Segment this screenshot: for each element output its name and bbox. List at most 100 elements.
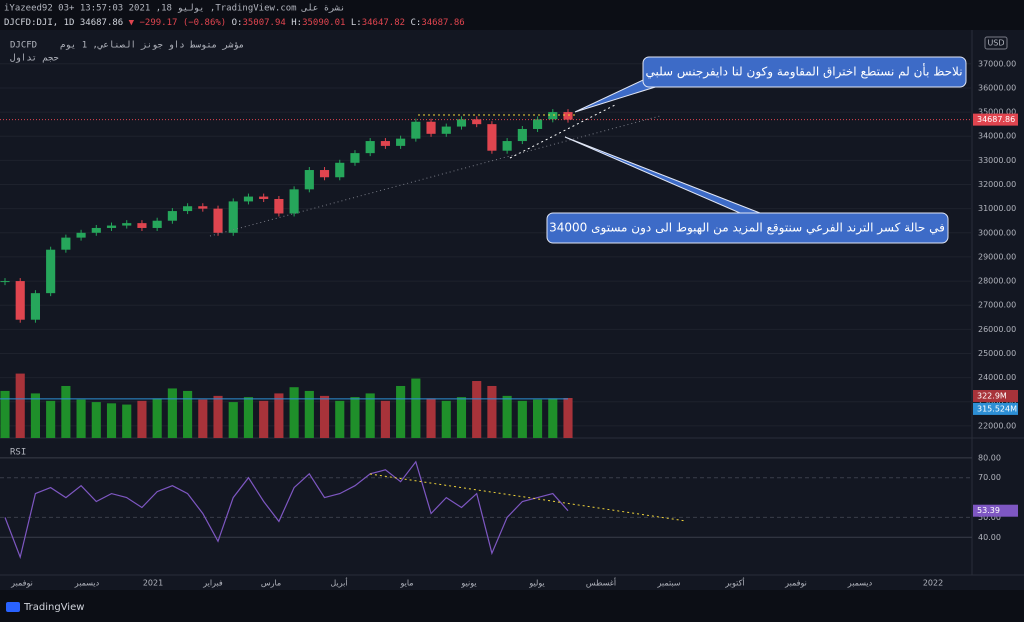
x-tick-label: سبتمبر (657, 579, 681, 588)
change: −299.17 (−0.86%) (140, 18, 227, 28)
rsi-line (4, 460, 569, 560)
volume-bar (350, 397, 360, 438)
candle-body (259, 196, 269, 199)
legend-name: مؤشر متوسط داو جونز الصناعي, 1 يوم (60, 41, 244, 51)
candle-body (76, 232, 86, 238)
candle-body (137, 223, 147, 228)
y-tick-label: 35000.00 (978, 108, 1016, 117)
symbol: DJCFD:DJI, 1D (4, 18, 74, 28)
candle-body (228, 201, 238, 233)
open: 35007.94 (242, 18, 285, 28)
x-tick-label: نوفمبر (10, 579, 33, 588)
publish-info: iYazeed92 03+ 13:57:03 2021 ,18 يوليو ,T… (4, 4, 345, 14)
x-tick-label: فبراير (202, 579, 223, 588)
volume-bar (243, 397, 254, 438)
candle-body (15, 281, 25, 320)
volume-bar (411, 378, 421, 438)
volume-bar (152, 398, 162, 438)
candle-body (441, 126, 451, 134)
volume-bar (319, 395, 330, 438)
volume-bar (472, 381, 482, 438)
legend-symbol: DJCFD (10, 41, 37, 51)
volume-bar (380, 400, 390, 438)
rsi-label: RSI (10, 448, 26, 458)
currency-box (984, 36, 1008, 50)
x-tick-label: مايو (399, 579, 413, 588)
x-tick-label: أكتوبر (724, 578, 744, 588)
y-tick-label: 27000.00 (978, 301, 1016, 310)
candle-body (563, 112, 573, 120)
volume-bar (365, 393, 375, 438)
price-badge (973, 504, 1018, 517)
volume-bar (304, 390, 314, 438)
candle-body (243, 196, 254, 202)
candle-body (426, 121, 436, 134)
candle-body (304, 170, 314, 190)
logo: TradingView (23, 602, 84, 613)
x-tick-label: 2022 (923, 579, 943, 588)
annotation-box (546, 212, 949, 244)
volume-bar (76, 399, 86, 438)
volume-bar (533, 399, 543, 438)
x-tick-label: 2021 (143, 579, 163, 588)
candle-body (319, 170, 330, 178)
price-badge-label: 315.524M (977, 404, 1017, 413)
y-tick-label: 26000.00 (978, 325, 1016, 334)
y-tick-label: 70.00 (978, 473, 1001, 482)
volume-bar (228, 402, 238, 438)
legend-volume: حجم تداول (10, 54, 59, 64)
candle-body (365, 141, 375, 154)
y-tick-label: 32000.00 (978, 180, 1016, 189)
candle-body (274, 198, 284, 214)
candle-body (350, 153, 360, 163)
candle-body (0, 281, 10, 283)
y-tick-label: 24000.00 (978, 373, 1016, 382)
candle-body (106, 225, 117, 228)
y-tick-label: 34000.00 (978, 132, 1016, 141)
volume-bar (167, 388, 177, 438)
candle-body (548, 112, 558, 120)
logo-icon (6, 602, 20, 612)
candle-body (61, 237, 71, 250)
volume-bar (563, 398, 573, 438)
ohlc-line: DJCFD:DJI, 1D 34687.86 ▼ −299.17 (−0.86%… (4, 18, 465, 28)
h-label: H: (291, 18, 302, 28)
volume-bar (426, 398, 436, 438)
low: 34647.82 (362, 18, 405, 28)
volume-bar (15, 373, 25, 438)
candle-body (517, 128, 527, 142)
volume-bar (30, 393, 40, 438)
candle-body (487, 124, 497, 151)
header-bar (0, 0, 1024, 30)
candle-body (289, 189, 299, 214)
volume-bar (274, 393, 284, 438)
candle-body (183, 206, 193, 212)
volume-bar (517, 400, 527, 438)
x-tick-label: نوفمبر (784, 579, 807, 588)
y-tick-label: 80.00 (978, 453, 1001, 462)
x-tick-label: يوليو (528, 579, 544, 588)
y-tick-label: 30000.00 (978, 228, 1016, 237)
volume-bar (183, 390, 193, 438)
candle-body (472, 119, 482, 125)
candle-body (167, 211, 177, 221)
arrow: ▼ (129, 18, 135, 28)
volume-bar (456, 397, 467, 438)
candle-body (91, 227, 101, 233)
volume-bar (213, 395, 223, 438)
annotation: في حالة كسر الترند الفرعي سنتوقع المزيد … (549, 221, 945, 236)
candle-body (396, 138, 406, 146)
y-tick-label: 37000.00 (978, 59, 1016, 68)
c-label: C: (411, 18, 422, 28)
candle-body (122, 223, 132, 226)
candle-body (46, 249, 56, 294)
high: 35090.01 (302, 18, 345, 28)
volume-bar (61, 385, 71, 438)
footer (0, 590, 1024, 622)
y-tick-label: 31000.00 (978, 204, 1016, 213)
price-badge (973, 402, 1018, 415)
price-badge-label: 53.39 (977, 506, 1000, 515)
y-tick-label: 29000.00 (978, 252, 1016, 261)
